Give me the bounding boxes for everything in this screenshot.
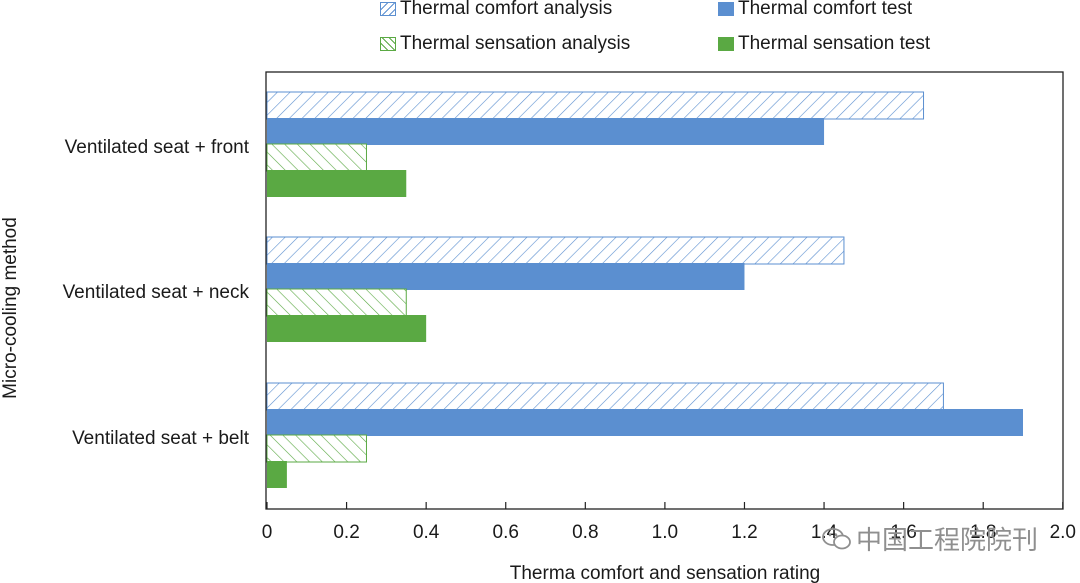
wechat-icon	[822, 527, 851, 549]
x-tick-label: 1.2	[731, 522, 757, 543]
legend-item-sensation-test: Thermal sensation test	[718, 33, 930, 55]
legend-label: Thermal comfort analysis	[400, 0, 613, 19]
x-tick-label: 0.8	[572, 522, 598, 543]
x-axis-ticks: 0 0.2 0.4 0.6 0.8 1.0 1.2 1.4 1.6 1.8 2.0	[262, 502, 1076, 543]
bar-sensation-analysis-neck	[266, 288, 407, 317]
bar-comfort-test-neck	[267, 263, 745, 290]
bar-comfort-test-front	[267, 118, 825, 145]
legend-label: Thermal sensation analysis	[400, 33, 631, 54]
x-tick-label: 0.4	[413, 522, 440, 543]
bar-comfort-analysis-front	[266, 91, 925, 120]
x-tick-label: 0.6	[493, 522, 519, 543]
bar-sensation-test-front	[267, 170, 407, 197]
legend-label: Thermal sensation test	[738, 33, 931, 54]
y-category-label-belt: Ventilated seat + belt	[72, 428, 250, 449]
y-axis-category-labels: Ventilated seat + front Ventilated seat +…	[63, 137, 250, 449]
legend-item-sensation-analysis: Thermal sensation analysis	[380, 33, 630, 55]
watermark-text: 中国工程院院刊	[856, 525, 1039, 555]
legend-swatch-solid-blue	[718, 2, 734, 16]
bar-comfort-analysis-neck	[266, 236, 845, 265]
legend-swatch-hatched-blue	[380, 2, 396, 16]
y-category-label-front: Ventilated seat + front	[65, 137, 250, 158]
bar-comfort-analysis-belt	[266, 382, 944, 411]
y-category-label-neck: Ventilated seat + neck	[63, 282, 250, 303]
legend-swatch-solid-green	[718, 37, 734, 51]
bar-sensation-test-belt	[267, 461, 287, 488]
watermark: 中国工程院院刊	[822, 520, 1038, 557]
x-tick-label: 1.8	[970, 522, 996, 543]
x-tick-label: 2.0	[1050, 522, 1076, 543]
bar-sensation-analysis-belt	[266, 434, 367, 463]
x-tick-label: 0.2	[333, 522, 359, 543]
bar-sensation-test-neck	[267, 315, 427, 342]
legend-item-comfort-test: Thermal comfort test	[718, 0, 912, 20]
legend-item-comfort-analysis: Thermal comfort analysis	[380, 0, 612, 20]
bar-comfort-test-belt	[267, 409, 1023, 436]
bars-group	[266, 91, 1023, 488]
x-tick-label: 1.0	[652, 522, 678, 543]
chart-legend: Thermal comfort analysis Thermal comfort…	[0, 0, 1080, 60]
bar-sensation-analysis-front	[266, 143, 367, 172]
legend-label: Thermal comfort test	[738, 0, 913, 19]
legend-swatch-hatched-green	[380, 37, 396, 51]
x-tick-label: 1.6	[890, 522, 916, 543]
y-axis-title: Micro-cooling method	[0, 217, 21, 399]
x-axis-title: Therma comfort and sensation rating	[510, 563, 821, 583]
x-tick-label: 0	[262, 522, 273, 543]
